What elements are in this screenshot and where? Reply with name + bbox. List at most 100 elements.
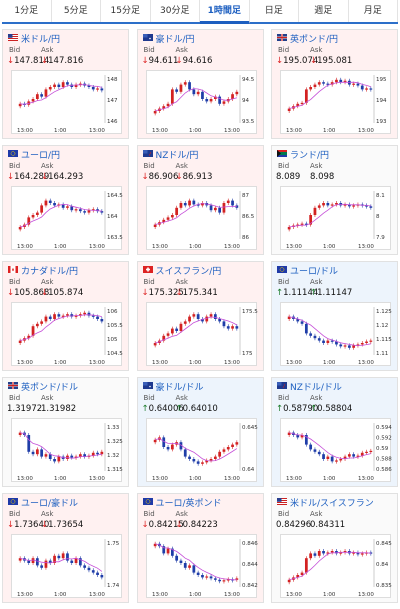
- rate-card[interactable]: ユーロ/英ポンド Bid Ask ↓0.84215 ↓0.84223 0.846 0.844…: [136, 493, 264, 603]
- tab-2[interactable]: 15分足: [101, 0, 151, 22]
- mini-chart[interactable]: 87 86.5 86 13:00 1:00 13:00: [145, 186, 257, 250]
- rate-card[interactable]: NZドル/円 Bid Ask ↓86.906 ↓86.913 87 86.5 86 13:00 1…: [136, 145, 264, 255]
- rate-card[interactable]: NZドル/ドル Bid Ask ↑0.58790 ↑0.58804 0.594 0.592 0…: [271, 377, 398, 487]
- pair-name[interactable]: 英ポンド/円: [290, 35, 339, 45]
- mini-chart[interactable]: 164.5 164 163.5 13:00 1:00 13:00: [11, 186, 123, 250]
- y-tick-label: 0.59: [376, 446, 389, 452]
- rate-card[interactable]: ユーロ/豪ドル Bid Ask ↓1.73640 ↓1.73654 1.75 1.74 13:…: [2, 493, 129, 603]
- rate-card[interactable]: スイスフラン/円 Bid Ask ↓175.325 ↓175.341 175.5 175 13…: [136, 261, 264, 371]
- tab-6[interactable]: 週足: [299, 0, 349, 22]
- pair-title[interactable]: ユーロ/ドル: [277, 264, 338, 277]
- mini-chart[interactable]: 0.645 0.64 13:00 1:00 13:00: [145, 418, 258, 482]
- rate-card[interactable]: 豪ドル/ドル Bid Ask ↑0.64006 ↑0.64010 0.645 0.64 13:…: [136, 377, 264, 487]
- candle: [31, 99, 35, 102]
- candle: [40, 449, 44, 457]
- x-tick-label: 1:00: [323, 360, 336, 366]
- rate-card[interactable]: ユーロ/ドル Bid Ask ↑1.11144 ↑1.11147 1.125 1.12 1.1…: [271, 261, 398, 371]
- pair-name[interactable]: ユーロ/円: [21, 151, 61, 161]
- rate-card[interactable]: ランド/円 Bid Ask 8.089 8.098 8.1 8 7.9 13:00 1:00 13:…: [271, 145, 398, 255]
- pair-name[interactable]: 米ドル/円: [21, 35, 61, 45]
- mini-chart[interactable]: 8.1 8 7.9 13:00 1:00 13:00: [280, 186, 391, 250]
- pair-name[interactable]: ランド/円: [290, 151, 330, 161]
- bid-label: Bid: [278, 510, 290, 518]
- down-arrow-icon: ↓: [7, 520, 15, 530]
- pair-name[interactable]: ユーロ/ドル: [290, 267, 339, 277]
- candle: [44, 316, 48, 322]
- mini-chart[interactable]: 0.845 0.84 0.835 13:00 1:00 13:00: [280, 534, 392, 598]
- y-tick-label: 0.592: [376, 436, 392, 442]
- pair-title[interactable]: ユーロ/英ポンド: [142, 496, 222, 509]
- mini-chart[interactable]: 94.5 94 93.5 13:00 1:00 13:00: [145, 70, 257, 134]
- rate-card[interactable]: 英ポンド/ドル Bid Ask 1.31972 1.31982 1.33 1.325 1.32…: [2, 377, 129, 487]
- mini-chart[interactable]: 195 194 193 13:00 1:00 13:00: [280, 70, 391, 134]
- pair-title[interactable]: スイスフラン/円: [142, 264, 222, 277]
- rate-card[interactable]: 米ドル/円 Bid Ask ↓147.814 ↓147.816 148 147 146 13:0…: [2, 29, 129, 139]
- pair-name[interactable]: ユーロ/英ポンド: [155, 499, 222, 509]
- pair-name[interactable]: NZドル/ドル: [290, 383, 342, 393]
- x-tick-label: 1:00: [189, 360, 202, 366]
- down-arrow-icon: ↓: [41, 288, 49, 298]
- candle: [222, 203, 225, 213]
- rate-card[interactable]: 英ポンド/円 Bid Ask ↓195.074 ↓195.081 195 194 193 13:…: [271, 29, 398, 139]
- candle: [300, 102, 304, 105]
- candle: [230, 94, 234, 99]
- candle: [48, 200, 52, 203]
- rate-card[interactable]: カナダドル/円 Bid Ask ↓105.868 ↓105.874 106 105.5 105…: [2, 261, 129, 371]
- candle: [91, 87, 95, 90]
- pair-name[interactable]: 米ドル/スイスフラン: [290, 499, 374, 509]
- candle: [74, 315, 78, 317]
- tab-1[interactable]: 5分足: [52, 0, 101, 22]
- pair-name[interactable]: カナダドル/円: [21, 267, 79, 277]
- mini-chart[interactable]: 1.125 1.12 1.115 1.11 13:00 1:00 13:00: [280, 302, 392, 366]
- candle: [217, 207, 221, 213]
- tab-4[interactable]: 1時間足: [200, 0, 250, 24]
- pair-title[interactable]: NZドル/円: [142, 148, 199, 161]
- pair-title[interactable]: 米ドル/スイスフラン: [277, 496, 374, 509]
- candle: [78, 558, 82, 566]
- pair-title[interactable]: 英ポンド/円: [277, 32, 338, 45]
- pair-title[interactable]: 米ドル/円: [8, 32, 60, 45]
- tab-5[interactable]: 日足: [250, 0, 299, 22]
- pair-name[interactable]: 英ポンド/ドル: [21, 383, 79, 393]
- rate-card[interactable]: ユーロ/円 Bid Ask ↓164.289 ↓164.293 164.5 164 163.5…: [2, 145, 129, 255]
- x-tick-label: 1:00: [189, 244, 202, 250]
- pair-title[interactable]: 豪ドル/ドル: [142, 380, 204, 393]
- pair-title[interactable]: カナダドル/円: [8, 264, 78, 277]
- tab-3[interactable]: 30分足: [151, 0, 200, 22]
- tab-7[interactable]: 月足: [349, 0, 398, 22]
- pair-title[interactable]: 豪ドル/円: [142, 32, 195, 45]
- candle: [296, 319, 300, 322]
- candle: [31, 326, 35, 336]
- up-arrow-icon: ↑: [310, 404, 318, 414]
- rate-card[interactable]: 米ドル/スイスフラン Bid Ask 0.84296 0.84311 0.845 0.84 0…: [271, 493, 398, 603]
- mini-chart[interactable]: 175.5 175 13:00 1:00 13:00: [145, 302, 258, 366]
- candle: [313, 553, 317, 556]
- mini-chart[interactable]: 0.594 0.592 0.59 0.588 0.586 13:00 1:00 13:00: [280, 418, 392, 482]
- mini-chart[interactable]: 0.846 0.844 0.842 13:00 1:00 13:00: [145, 534, 258, 598]
- mini-chart[interactable]: 1.33 1.325 1.32 1.315 13:00 1:00 13:00: [11, 418, 123, 482]
- pair-title[interactable]: ユーロ/豪ドル: [8, 496, 78, 509]
- pair-name[interactable]: 豪ドル/ドル: [155, 383, 204, 393]
- y-tick-label: 0.645: [242, 425, 258, 431]
- tab-0[interactable]: 1分足: [2, 0, 52, 22]
- pair-title[interactable]: ユーロ/円: [8, 148, 60, 161]
- mini-chart[interactable]: 148 147 146 13:00 1:00 13:00: [11, 70, 122, 134]
- moving-average-line: [289, 432, 371, 460]
- mini-chart[interactable]: 106 105.5 105 104.5 13:00 1:00 13:00: [11, 302, 123, 366]
- pair-name[interactable]: スイスフラン/円: [155, 267, 222, 277]
- candle: [187, 456, 191, 459]
- bid-value: ↑0.64006: [141, 404, 184, 414]
- pair-title[interactable]: NZドル/ドル: [277, 380, 342, 393]
- pair-name[interactable]: 豪ドル/円: [155, 35, 195, 45]
- candle: [222, 449, 225, 452]
- x-tick-label: 13:00: [152, 360, 168, 366]
- mini-chart[interactable]: 1.75 1.74 13:00 1:00 13:00: [11, 534, 122, 598]
- candle: [335, 341, 338, 345]
- x-tick-label: 1:00: [54, 592, 67, 598]
- pair-title[interactable]: ランド/円: [277, 148, 329, 161]
- pair-title[interactable]: 英ポンド/ドル: [8, 380, 78, 393]
- rate-card[interactable]: 豪ドル/円 Bid Ask ↓94.611 ↓94.616 94.5 94 93.5 13:00…: [136, 29, 264, 139]
- candle: [304, 223, 308, 225]
- pair-name[interactable]: ユーロ/豪ドル: [21, 499, 79, 509]
- pair-name[interactable]: NZドル/円: [155, 151, 199, 161]
